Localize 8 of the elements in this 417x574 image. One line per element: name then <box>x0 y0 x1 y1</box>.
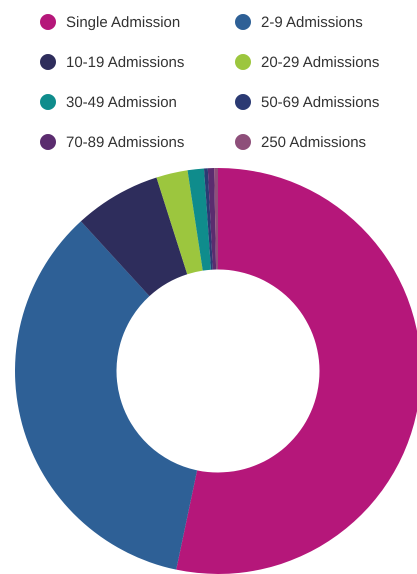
legend-label: 70-89 Admissions <box>66 134 184 150</box>
legend-label: Single Admission <box>66 14 180 30</box>
legend-label: 20-29 Admissions <box>261 54 380 70</box>
legend-label: 2-9 Admissions <box>261 14 363 30</box>
legend-label: 10-19 Admissions <box>66 54 184 70</box>
legend-label: 250 Admissions <box>261 134 366 150</box>
legend-label: 50-69 Admissions <box>261 94 380 110</box>
legend-label: 30-49 Admission <box>66 94 177 110</box>
